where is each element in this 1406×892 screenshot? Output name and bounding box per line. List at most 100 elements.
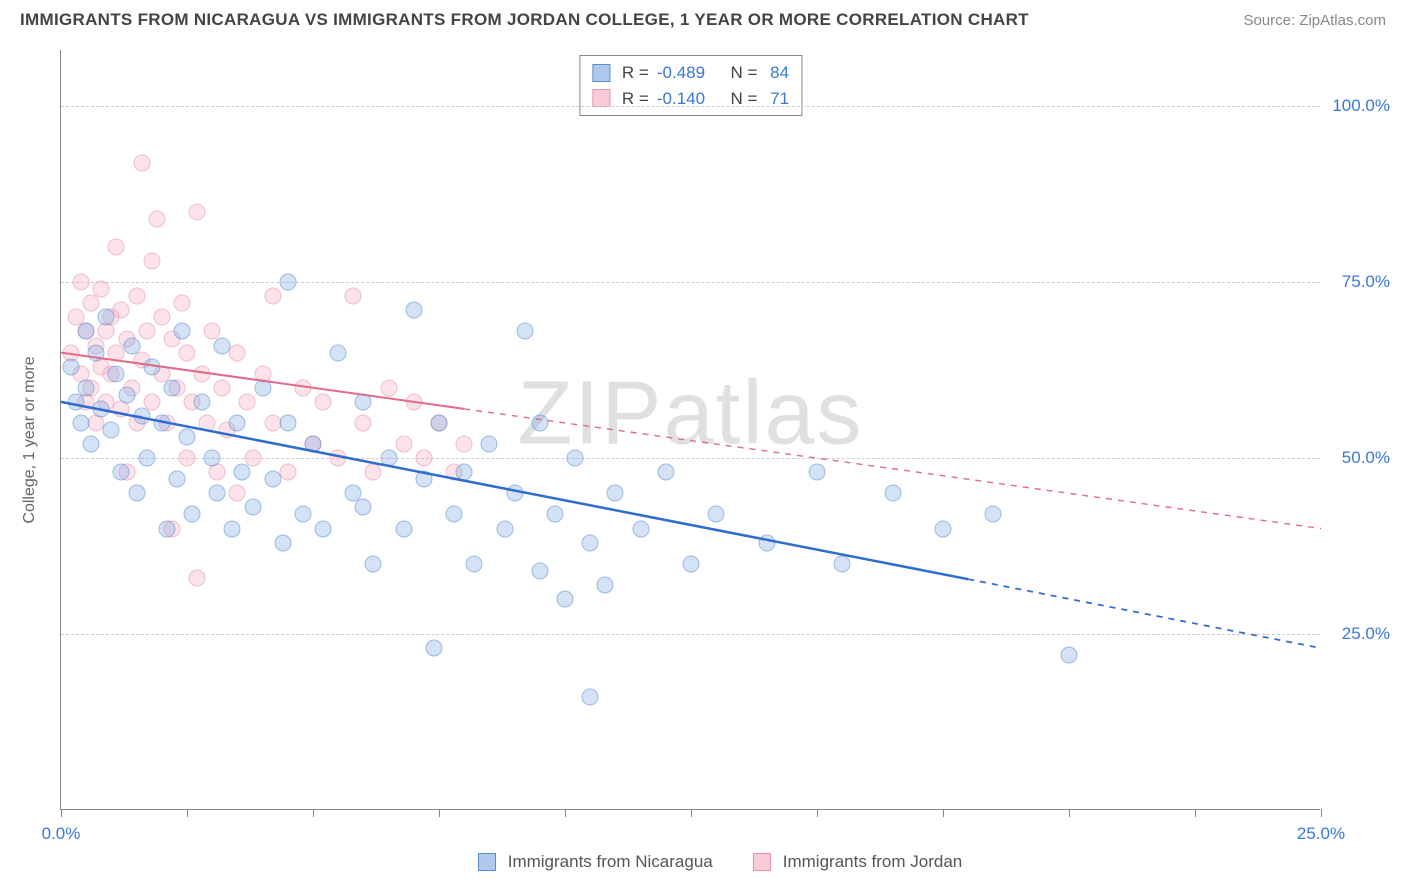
scatter-point — [531, 562, 548, 579]
scatter-point — [88, 344, 105, 361]
scatter-point — [63, 358, 80, 375]
scatter-point — [446, 506, 463, 523]
scatter-point — [153, 414, 170, 431]
scatter-point — [189, 569, 206, 586]
scatter-point — [118, 386, 135, 403]
scatter-point — [305, 436, 322, 453]
scatter-point — [415, 450, 432, 467]
scatter-point — [365, 464, 382, 481]
gridline — [61, 634, 1320, 635]
scatter-point — [294, 506, 311, 523]
scatter-point — [274, 534, 291, 551]
gridline — [61, 106, 1320, 107]
scatter-point — [466, 555, 483, 572]
scatter-point — [330, 450, 347, 467]
legend-item: Immigrants from Jordan — [753, 852, 963, 872]
scatter-point — [708, 506, 725, 523]
gridline — [61, 282, 1320, 283]
scatter-point — [557, 590, 574, 607]
scatter-point — [224, 520, 241, 537]
n-label: N = — [731, 60, 758, 86]
scatter-point — [597, 576, 614, 593]
scatter-point — [315, 393, 332, 410]
scatter-point — [108, 365, 125, 382]
x-tick — [817, 809, 818, 817]
scatter-point — [279, 274, 296, 291]
scatter-point — [279, 414, 296, 431]
scatter-point — [153, 309, 170, 326]
scatter-point — [93, 281, 110, 298]
scatter-point — [294, 379, 311, 396]
legend-swatch — [753, 853, 771, 871]
x-tick — [565, 809, 566, 817]
scatter-point — [173, 295, 190, 312]
chart-container: College, 1 year or more ZIPatlas R = -0.… — [50, 40, 1390, 840]
scatter-point — [380, 450, 397, 467]
scatter-point — [355, 499, 372, 516]
scatter-point — [531, 414, 548, 431]
scatter-point — [128, 485, 145, 502]
scatter-point — [173, 323, 190, 340]
scatter-point — [98, 309, 115, 326]
x-tick — [313, 809, 314, 817]
scatter-point — [415, 471, 432, 488]
scatter-point — [128, 288, 145, 305]
scatter-point — [209, 485, 226, 502]
chart-title: IMMIGRANTS FROM NICARAGUA VS IMMIGRANTS … — [20, 10, 1029, 30]
scatter-point — [431, 414, 448, 431]
scatter-point — [456, 436, 473, 453]
legend-swatch — [592, 64, 610, 82]
scatter-point — [456, 464, 473, 481]
trend-lines — [61, 50, 1321, 810]
scatter-point — [496, 520, 513, 537]
bottom-legend: Immigrants from Nicaragua Immigrants fro… — [50, 852, 1390, 872]
scatter-point — [78, 379, 95, 396]
scatter-point — [123, 337, 140, 354]
scatter-point — [194, 365, 211, 382]
scatter-point — [582, 689, 599, 706]
legend-swatch — [478, 853, 496, 871]
scatter-point — [138, 323, 155, 340]
scatter-point — [582, 534, 599, 551]
scatter-point — [113, 464, 130, 481]
scatter-point — [683, 555, 700, 572]
scatter-point — [481, 436, 498, 453]
scatter-point — [138, 450, 155, 467]
y-axis-label: College, 1 year or more — [21, 356, 39, 523]
scatter-point — [239, 393, 256, 410]
scatter-point — [68, 393, 85, 410]
scatter-point — [194, 393, 211, 410]
y-tick-label: 100.0% — [1330, 96, 1390, 116]
scatter-point — [395, 436, 412, 453]
scatter-point — [184, 506, 201, 523]
scatter-point — [254, 379, 271, 396]
scatter-point — [809, 464, 826, 481]
scatter-point — [199, 414, 216, 431]
x-tick — [439, 809, 440, 817]
legend-label: Immigrants from Nicaragua — [508, 852, 713, 872]
scatter-point — [758, 534, 775, 551]
x-tick-label-left: 0.0% — [42, 824, 81, 844]
r-label: R = — [622, 60, 649, 86]
x-tick — [943, 809, 944, 817]
legend-swatch — [592, 89, 610, 107]
scatter-point — [214, 337, 231, 354]
scatter-point — [113, 302, 130, 319]
scatter-point — [204, 450, 221, 467]
scatter-point — [244, 499, 261, 516]
scatter-point — [158, 520, 175, 537]
y-tick-label: 25.0% — [1330, 624, 1390, 644]
n-value: 84 — [765, 60, 789, 86]
scatter-point — [189, 203, 206, 220]
scatter-point — [834, 555, 851, 572]
scatter-point — [1061, 647, 1078, 664]
x-tick — [61, 809, 62, 817]
x-tick — [187, 809, 188, 817]
scatter-point — [73, 414, 90, 431]
scatter-point — [264, 471, 281, 488]
scatter-point — [935, 520, 952, 537]
source-label: Source: ZipAtlas.com — [1243, 12, 1386, 29]
scatter-point — [179, 429, 196, 446]
scatter-point — [234, 464, 251, 481]
scatter-point — [83, 295, 100, 312]
